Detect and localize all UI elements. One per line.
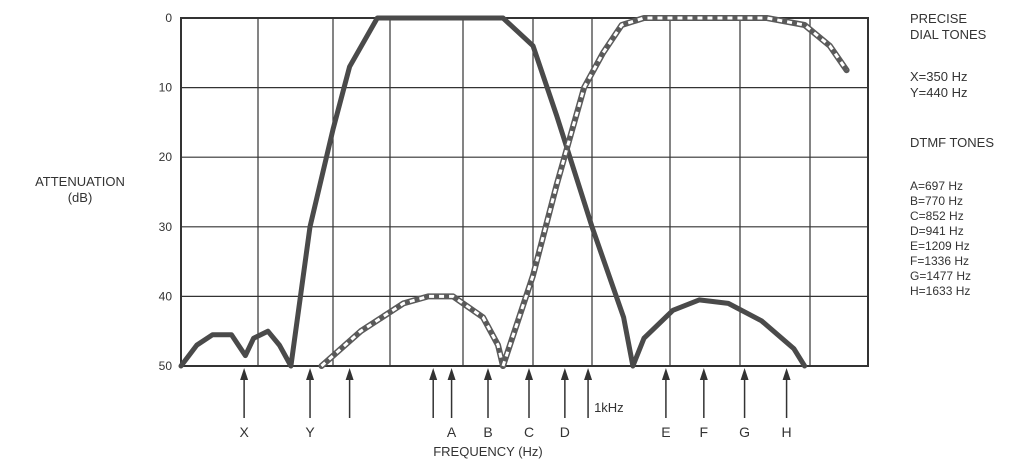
- y-tick-label: 0: [165, 11, 172, 25]
- y-tick-label: 30: [159, 220, 173, 234]
- legend-y-entry: Y=440 Hz: [910, 85, 967, 100]
- legend-dtmf-entry: B=770 Hz: [910, 194, 963, 208]
- y-tick-label: 20: [159, 150, 173, 164]
- legend-dtmf-entry: H=1633 Hz: [910, 284, 970, 298]
- marker-arrow-c-head: [525, 368, 533, 380]
- marker-arrow-h-head: [782, 368, 791, 380]
- marker-label-y: Y: [305, 424, 315, 440]
- legend-dtmf-entry: E=1209 Hz: [910, 239, 970, 253]
- marker-label-a: A: [447, 424, 457, 440]
- extra-arrow-head: [584, 368, 593, 380]
- marker-label-b: B: [483, 424, 492, 440]
- legend-dial-title-2: DIAL TONES: [910, 27, 987, 42]
- response-curve-solid: [178, 15, 808, 369]
- legend-dtmf-entry: C=852 Hz: [910, 209, 964, 223]
- response-curve-hatched-overlay-2: [501, 16, 848, 367]
- legend-dtmf-entry: F=1336 Hz: [910, 254, 969, 268]
- marker-label-d: D: [560, 424, 570, 440]
- y-tick-label: 10: [159, 81, 173, 95]
- legend: PRECISE DIAL TONES X=350 Hz Y=440 Hz DTM…: [910, 11, 994, 298]
- marker-arrow-x-head: [240, 368, 249, 380]
- legend-dial-title-1: PRECISE: [910, 11, 967, 26]
- y-axis-label-line1: ATTENUATION: [35, 174, 125, 189]
- marker-label-f: F: [700, 424, 709, 440]
- marker-label-e: E: [661, 424, 670, 440]
- marker-label-g: G: [739, 424, 750, 440]
- y-tick-label: 50: [159, 359, 173, 373]
- y-tick-label: 40: [159, 289, 173, 303]
- legend-dtmf-entry: G=1477 Hz: [910, 269, 971, 283]
- legend-x-entry: X=350 Hz: [910, 69, 967, 84]
- legend-dtmf-entry: A=697 Hz: [910, 179, 963, 193]
- marker-label-c: C: [524, 424, 534, 440]
- response-curve-hatched-1: [318, 293, 506, 369]
- plot-frame: [180, 17, 869, 367]
- marker-arrow-b-head: [484, 368, 492, 380]
- y-axis-ticks: 0 10 20 30 40 50: [159, 11, 173, 373]
- legend-dtmf-title: DTMF TONES: [910, 135, 994, 150]
- legend-dtmf-entry: D=941 Hz: [910, 224, 964, 238]
- marker-arrow-f-head: [699, 368, 708, 380]
- marker-label-h: H: [782, 424, 792, 440]
- marker-arrow-g-head: [740, 368, 749, 380]
- extra-arrow-head: [429, 368, 438, 380]
- marker-arrow-e-head: [661, 368, 670, 380]
- marker-arrow-d-head: [560, 368, 569, 380]
- legend-dtmf-list: A=697 HzB=770 HzC=852 HzD=941 HzE=1209 H…: [910, 179, 971, 298]
- marker-label-x: X: [239, 424, 249, 440]
- response-curve-hatched-overlay-1: [320, 294, 505, 368]
- one-khz-annotation: 1kHz: [594, 400, 624, 415]
- marker-arrow-y-head: [306, 368, 315, 380]
- x-axis-label: FREQUENCY (Hz): [433, 444, 543, 459]
- chart-grid: [180, 17, 869, 367]
- extra-arrow-head: [345, 368, 354, 380]
- marker-arrow-a-head: [447, 368, 456, 380]
- y-axis-label-line2: (dB): [68, 190, 93, 205]
- chart-curves: [178, 15, 850, 369]
